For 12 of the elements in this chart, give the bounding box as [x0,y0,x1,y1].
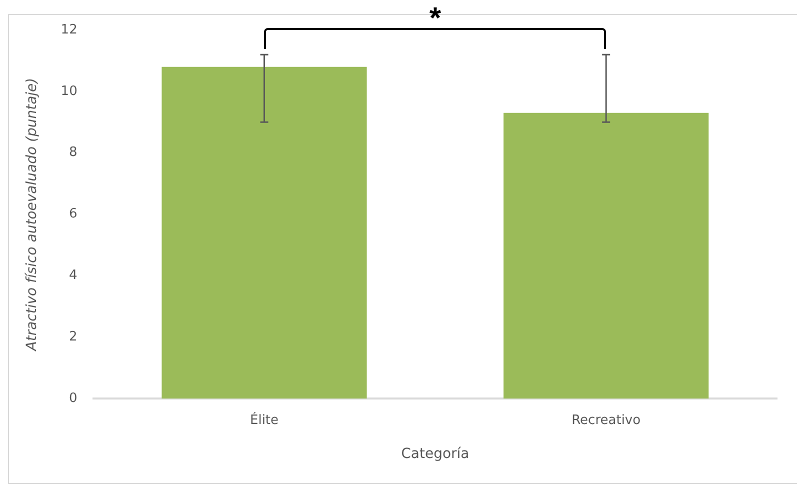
x-tick-label: Élite [250,410,279,428]
y-tick-label: 2 [69,330,78,345]
x-axis-title: Categoría [401,446,470,462]
y-tick-label: 8 [69,145,78,160]
y-tick-label: 0 [69,390,78,406]
y-tick-label: 10 [60,84,78,99]
y-tick-label: 12 [60,22,78,38]
y-tick-label: 4 [69,268,78,284]
y-tick-label: 6 [69,206,78,222]
x-tick-label: Recreativo [572,412,641,428]
y-axis-title: Atractivo físico autoevaluado (puntaje) [24,78,40,352]
annotation: * [429,2,441,35]
